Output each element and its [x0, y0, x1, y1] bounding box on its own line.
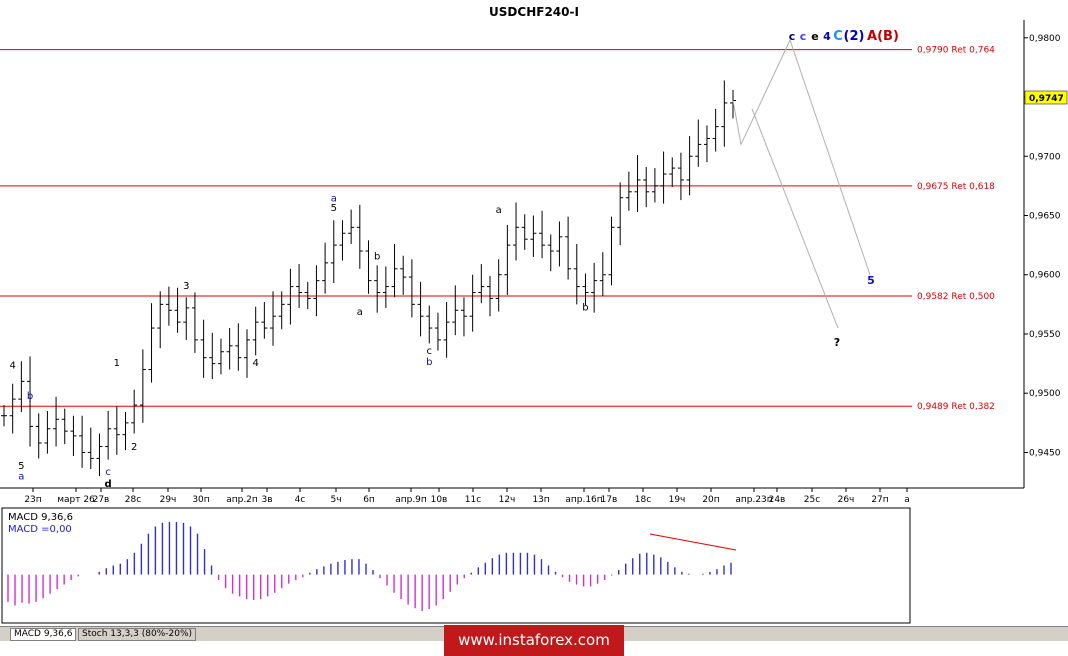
- current-price-tag: 0,9747: [1024, 90, 1068, 105]
- x-tick-label: апр.2п: [226, 495, 258, 505]
- wave-label: 3: [183, 281, 189, 292]
- x-tick-label: 18с: [635, 495, 651, 505]
- retracement-label: 0,9582 Ret 0,500: [917, 292, 995, 302]
- x-tick-label: 26ч: [838, 495, 855, 505]
- wave-label: 4: [252, 358, 258, 369]
- current-price-label: 0,9747: [1029, 94, 1064, 104]
- top-degree-label: (B): [877, 29, 899, 44]
- top-degree-label: C: [833, 29, 843, 44]
- top-degree-label: c: [789, 30, 796, 43]
- watermark-banner[interactable]: www.instaforex.com: [444, 625, 624, 656]
- current-price-box: [1024, 90, 1068, 105]
- wave-label: 1: [114, 358, 120, 369]
- x-tick-label: 24в: [769, 495, 786, 505]
- wave-label: c: [427, 346, 433, 357]
- tab-macd[interactable]: MACD 9,36,6: [10, 628, 77, 641]
- x-tick-label: 19ч: [669, 495, 686, 505]
- macd-label: MACD 9,36,6: [8, 512, 73, 523]
- projection-lines: 5?: [732, 38, 875, 349]
- y-tick-label: 0,9500: [1029, 389, 1061, 399]
- wave-label: 5: [18, 461, 24, 472]
- x-tick-label: 23п: [24, 495, 41, 505]
- wave-label: 2: [131, 442, 137, 453]
- x-tick-label: апр.23п: [735, 495, 772, 505]
- wave-label: d: [105, 479, 112, 490]
- projection-label: 5: [867, 274, 875, 287]
- y-tick-label: 0,9450: [1029, 448, 1061, 458]
- macd-value-label: MACD =0,00: [8, 524, 72, 535]
- x-tick-label: 13п: [532, 495, 549, 505]
- x-tick-label: 12ч: [499, 495, 516, 505]
- retracement-label: 0,9489 Ret 0,382: [917, 402, 995, 412]
- wave-label: b: [582, 302, 588, 313]
- top-degree-labels: c c e 4 C (2) A (B): [789, 29, 899, 44]
- y-tick-label: 0,9550: [1029, 330, 1061, 340]
- x-tick-label: 10в: [431, 495, 448, 505]
- x-tick-label: а: [904, 495, 910, 505]
- top-degree-label: (2): [844, 29, 865, 44]
- projection-path-lower: [751, 108, 839, 329]
- x-tick-label: 4с: [295, 495, 306, 505]
- x-tick-label: 11с: [465, 495, 481, 505]
- retracement-label: 0,9675 Ret 0,618: [917, 182, 995, 192]
- tab-stoch[interactable]: Stoch 13,3,3 (80%-20%): [78, 628, 197, 641]
- x-tick-label: 6п: [363, 495, 375, 505]
- projection-path-upper: [732, 38, 871, 275]
- x-tick-label: 25с: [804, 495, 820, 505]
- retracement-levels: 0,9790 Ret 0,764 0,9675 Ret 0,618 0,9582 R…: [0, 46, 995, 412]
- y-tick-label: 0,9650: [1029, 211, 1061, 221]
- wave-label: a: [496, 205, 502, 216]
- wave-label: a: [331, 193, 337, 204]
- top-degree-label: 4: [823, 30, 831, 43]
- wave-label: b: [426, 357, 432, 368]
- macd-histogram: [7, 521, 732, 611]
- macd-divergence-line: [649, 533, 737, 551]
- y-tick-label: 0,9800: [1029, 34, 1061, 44]
- wave-label: c: [105, 467, 111, 478]
- macd-panel: [1, 507, 911, 624]
- candlesticks: [1, 80, 736, 477]
- x-tick-label: апр.9п: [395, 495, 427, 505]
- x-tick-label: 5ч: [330, 495, 341, 505]
- chart: USDCHF240-I 0,98000,97500,97000,96500,96…: [0, 5, 1068, 624]
- x-tick-label: 30п: [192, 495, 209, 505]
- retracement-label: 0,9790 Ret 0,764: [917, 46, 995, 56]
- x-tick-label: 27в: [93, 495, 110, 505]
- x-tick-label: 28с: [125, 495, 141, 505]
- top-degree-label: A: [867, 29, 877, 44]
- chart-title: USDCHF240-I: [489, 5, 579, 19]
- y-tick-label: 0,9700: [1029, 152, 1061, 162]
- x-tick-label: 3в: [261, 495, 272, 505]
- x-tick-label: 17в: [601, 495, 618, 505]
- wave-label: a: [18, 472, 24, 483]
- x-tick-label: 27п: [871, 495, 888, 505]
- wave-label: a: [357, 307, 363, 318]
- projection-label: ?: [834, 336, 840, 349]
- wave-label: b: [374, 251, 380, 262]
- x-tick-label: апр.16п: [565, 495, 602, 505]
- top-degree-label: e: [811, 30, 818, 43]
- wave-label: b: [27, 391, 33, 402]
- wave-label: 4: [9, 360, 15, 371]
- top-degree-label: c: [800, 30, 807, 43]
- y-tick-label: 0,9600: [1029, 271, 1061, 281]
- wave-label: 5: [331, 203, 337, 214]
- x-tick-label: 29ч: [160, 495, 177, 505]
- x-tick-label: март 26: [57, 495, 95, 505]
- x-tick-label: 20п: [702, 495, 719, 505]
